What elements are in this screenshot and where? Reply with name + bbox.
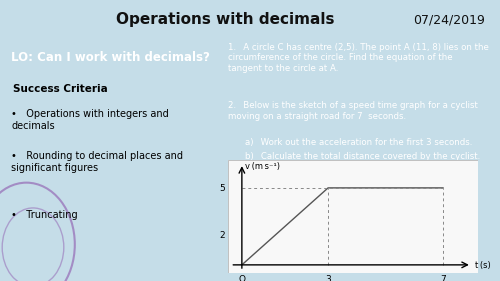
Text: 1.  A circle C has centre (2,5). The point A (11, 8) lies on the
circumference o: 1. A circle C has centre (2,5). The poin…	[228, 43, 490, 73]
Text: 07/24/2019: 07/24/2019	[413, 13, 485, 26]
Text: a)  Work out the acceleration for the first 3 seconds.: a) Work out the acceleration for the fir…	[245, 138, 472, 147]
Text: Success Criteria: Success Criteria	[14, 84, 108, 94]
Text: •   Truncating: • Truncating	[12, 210, 78, 220]
Bar	[228, 160, 478, 273]
Text: LO: Can I work with decimals?: LO: Can I work with decimals?	[11, 51, 210, 64]
Text: t (s): t (s)	[474, 261, 490, 270]
Text: 2.  Below is the sketch of a speed time graph for a cyclist
moving on a straight: 2. Below is the sketch of a speed time g…	[228, 101, 478, 121]
Text: •   Rounding to decimal places and
significant figures: • Rounding to decimal places and signifi…	[12, 151, 184, 173]
Text: •   Operations with integers and
decimals: • Operations with integers and decimals	[12, 109, 169, 131]
Text: b)  Calculate the total distance covered by the cyclist.: b) Calculate the total distance covered …	[245, 152, 480, 161]
Text: Operations with decimals: Operations with decimals	[116, 12, 334, 27]
Text: v (m s⁻¹): v (m s⁻¹)	[244, 162, 280, 171]
